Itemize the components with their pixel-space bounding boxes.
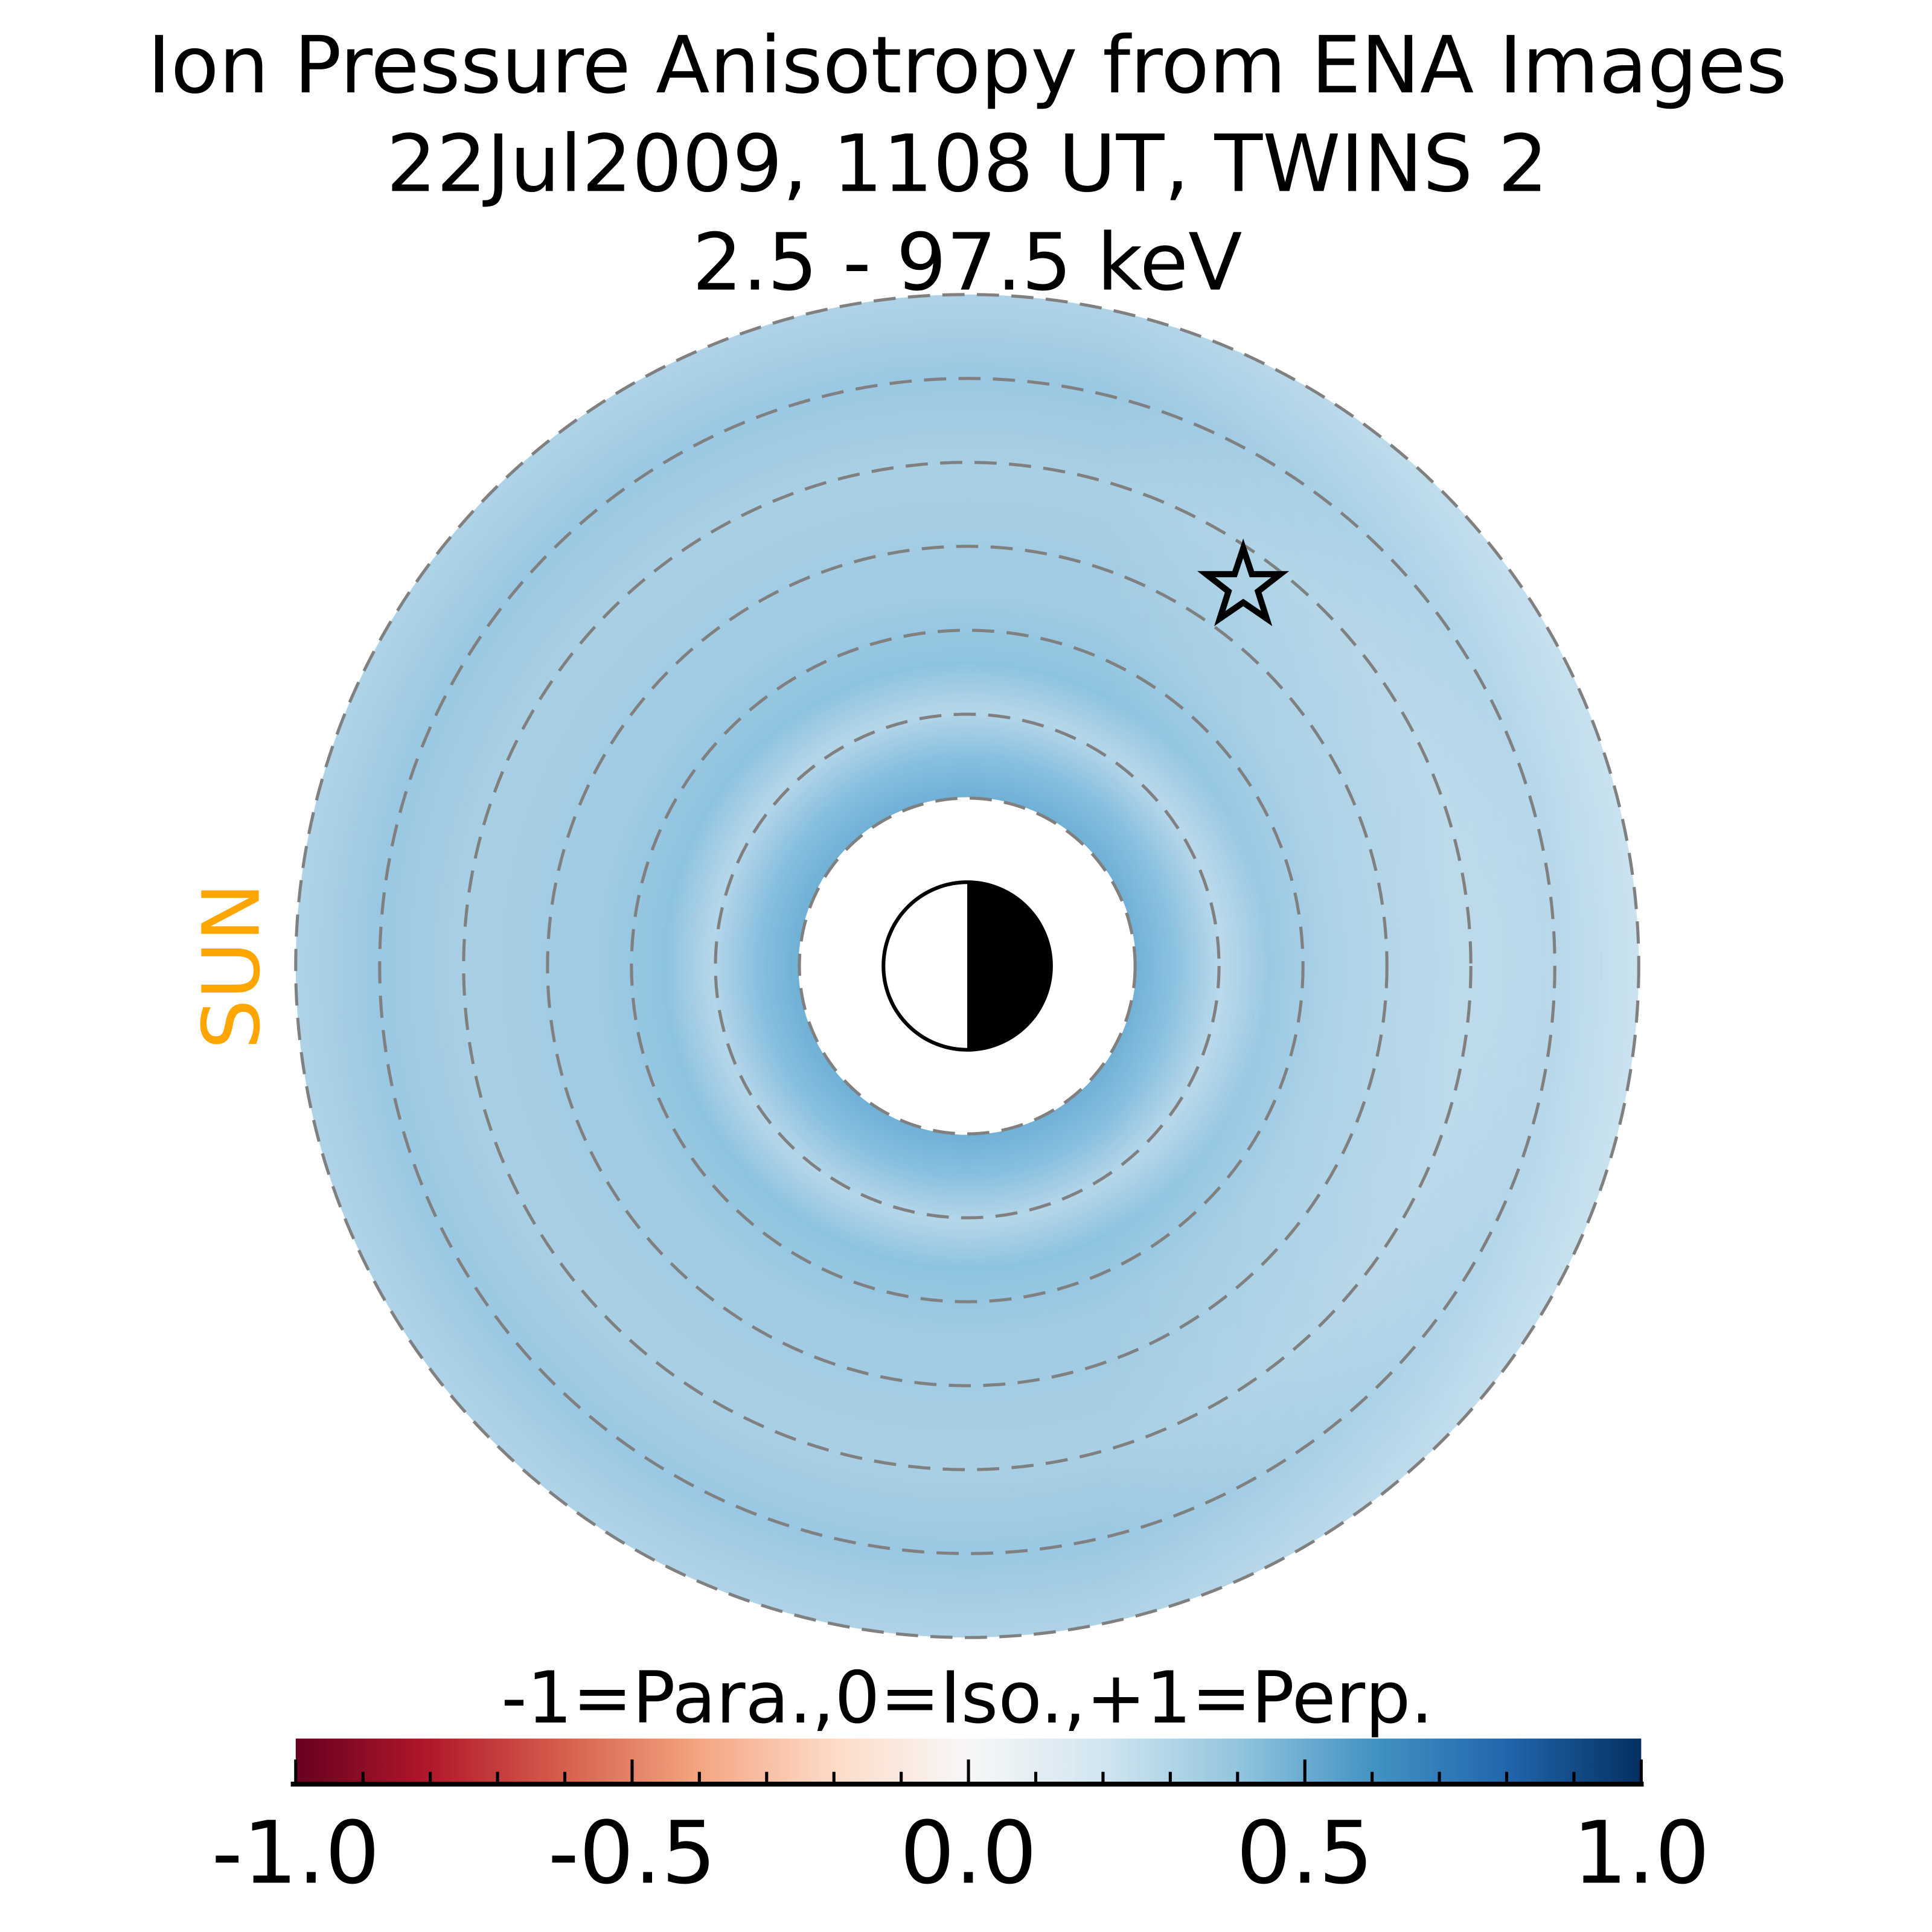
- title-line-2: 22Jul2009, 1108 UT, TWINS 2: [386, 118, 1548, 210]
- title-line-1: Ion Pressure Anisotropy from ENA Images: [147, 19, 1787, 111]
- grid-circle-7re: [378, 377, 1556, 1555]
- sun-direction-label: SUN: [186, 883, 278, 1049]
- earth-icon: [881, 880, 1053, 1052]
- title-line-3: 2.5 - 97.5 keV: [693, 217, 1243, 309]
- colorbar-label: -1=Para.,0=Iso.,+1=Perp.: [501, 1656, 1433, 1739]
- tick-label: -0.5: [548, 1802, 717, 1903]
- spacecraft-star-icon: [1197, 539, 1290, 627]
- grid-circle-5re: [546, 545, 1389, 1387]
- grid-circle-3re: [714, 712, 1221, 1220]
- tick-label: 0.0: [900, 1802, 1037, 1903]
- grid-circle-2re: [798, 796, 1137, 1136]
- tick-label: 1.0: [1573, 1802, 1710, 1903]
- grid-circle-8re: [294, 293, 1640, 1639]
- tick-label: -1.0: [211, 1802, 380, 1903]
- title: Ion Pressure Anisotropy from ENA Images …: [147, 19, 1787, 309]
- colorbar-tick-labels: -1.0 -0.5 0.0 0.5 1.0: [211, 1802, 1710, 1903]
- grid-circle-4re: [630, 629, 1305, 1303]
- colorbar-ticks: [294, 1759, 1643, 1785]
- earth-night-side: [967, 882, 1051, 1050]
- radial-grid: [294, 293, 1640, 1639]
- grid-circle-6re: [462, 461, 1473, 1471]
- colorbar: -1=Para.,0=Iso.,+1=Perp. -1.0 -0.5 0.0 0.5 1…: [211, 1656, 1710, 1903]
- tick-label: 0.5: [1236, 1802, 1374, 1903]
